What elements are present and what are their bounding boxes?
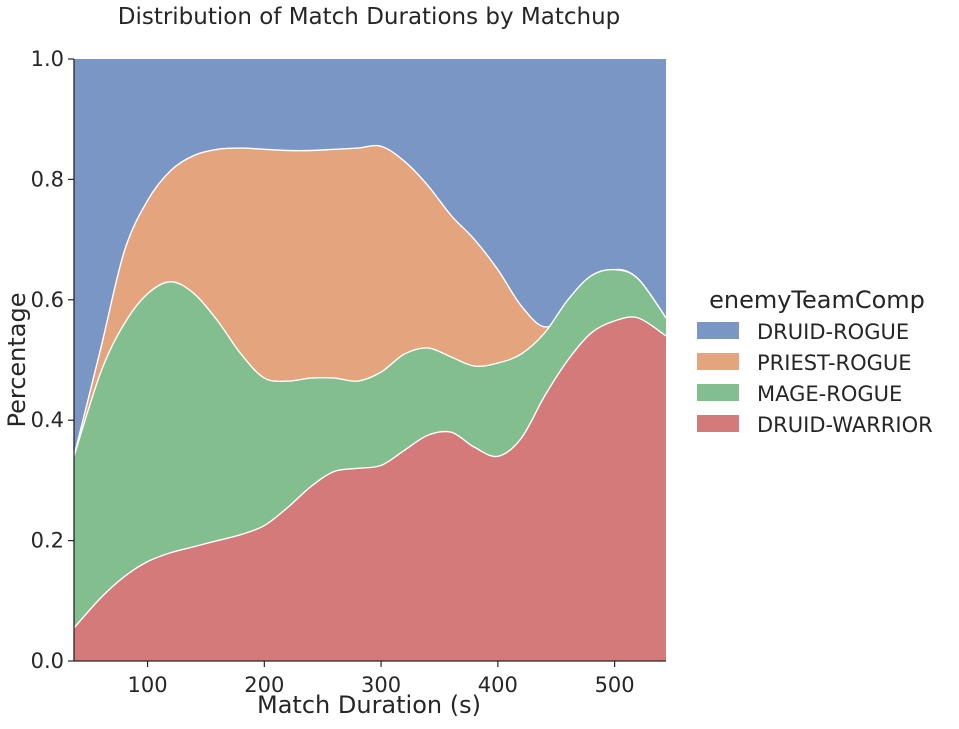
y-tick-label: 0.4 xyxy=(31,408,64,432)
legend-label-druid-rogue: DRUID-ROGUE xyxy=(757,320,909,344)
legend-swatch-druid-rogue xyxy=(697,322,739,339)
legend: enemyTeamComp DRUID-ROGUE PRIEST-ROGUE MAG… xyxy=(697,286,933,437)
y-tick-label: 1.0 xyxy=(31,47,64,71)
y-tick-label: 0.2 xyxy=(31,529,64,553)
areas-layer xyxy=(73,59,667,662)
y-tick-label: 0.8 xyxy=(31,167,64,191)
x-axis-title: Match Duration (s) xyxy=(257,691,481,719)
area-druid-warrior xyxy=(74,316,666,661)
x-tick-label: 500 xyxy=(595,673,635,697)
legend-swatch-druid-warrior xyxy=(697,415,739,432)
legend-label-druid-warrior: DRUID-WARRIOR xyxy=(757,413,933,437)
legend-swatch-priest-rogue xyxy=(697,353,739,370)
y-tick-label: 0.0 xyxy=(31,649,64,673)
x-tick-label: 300 xyxy=(361,673,401,697)
legend-swatch-mage-rogue xyxy=(697,384,739,401)
legend-label-mage-rogue: MAGE-ROGUE xyxy=(757,382,902,406)
axes-layer: 100 200 300 400 500 0.0 0.2 0.4 0.6 0.8 1.0 xyxy=(31,47,666,697)
x-tick-label: 400 xyxy=(478,673,518,697)
boundary-druid-warrior xyxy=(73,316,667,629)
legend-label-priest-rogue: PRIEST-ROGUE xyxy=(757,351,912,375)
chart-title: Distribution of Match Durations by Match… xyxy=(118,4,621,30)
y-axis-title: Percentage xyxy=(3,292,31,427)
x-tick-label: 100 xyxy=(128,673,168,697)
legend-title: enemyTeamComp xyxy=(709,286,925,314)
x-tick-label: 200 xyxy=(244,673,284,697)
y-tick-label: 0.6 xyxy=(31,288,64,312)
boundary-mage-rogue xyxy=(73,268,667,457)
